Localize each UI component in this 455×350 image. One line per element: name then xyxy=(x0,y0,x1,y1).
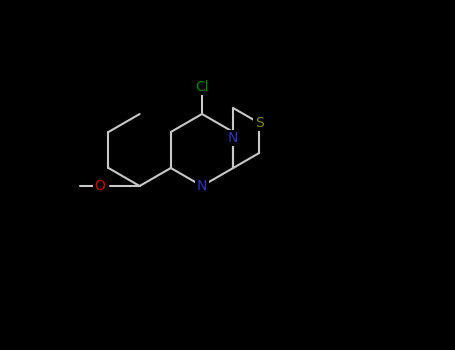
Text: Cl: Cl xyxy=(195,80,209,94)
Text: O: O xyxy=(94,179,105,193)
Text: N: N xyxy=(197,179,207,193)
Text: N: N xyxy=(228,131,238,145)
Text: S: S xyxy=(255,116,263,130)
